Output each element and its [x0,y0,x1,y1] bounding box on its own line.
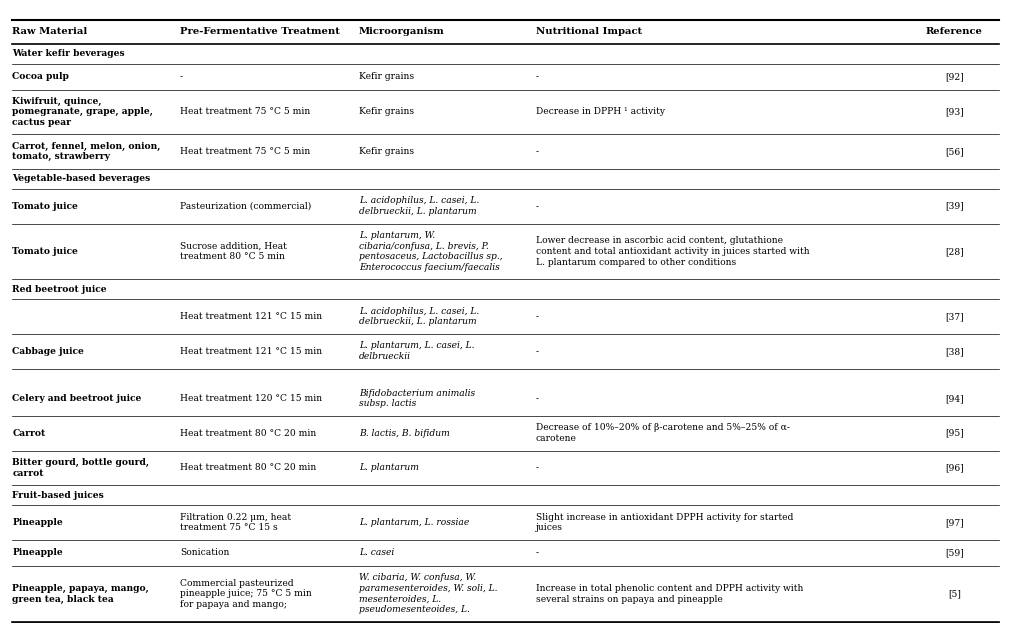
Text: -: - [536,394,539,403]
Text: Celery and beetroot juice: Celery and beetroot juice [12,394,142,403]
Text: Nutritional Impact: Nutritional Impact [536,28,642,36]
Text: Heat treatment 120 °C 15 min: Heat treatment 120 °C 15 min [180,394,323,403]
Text: Kefir grains: Kefir grains [359,147,415,156]
Text: Increase in total phenolic content and DPPH activity with
several strains on pap: Increase in total phenolic content and D… [536,584,803,604]
Text: Bitter gourd, bottle gourd,
carrot: Bitter gourd, bottle gourd, carrot [12,458,150,478]
Text: -: - [536,548,539,558]
Text: [95]: [95] [945,429,963,438]
Text: [94]: [94] [945,394,963,403]
Text: [38]: [38] [945,347,963,356]
Text: -: - [536,202,539,210]
Text: Microorganism: Microorganism [359,28,445,36]
Text: Heat treatment 121 °C 15 min: Heat treatment 121 °C 15 min [180,312,323,321]
Text: -: - [536,72,539,81]
Text: Kiwifruit, quince,
pomegranate, grape, apple,
cactus pear: Kiwifruit, quince, pomegranate, grape, a… [12,97,153,127]
Text: [37]: [37] [945,312,963,321]
Text: Fruit-based juices: Fruit-based juices [12,490,104,500]
Text: W. cibaria, W. confusa, W.
paramesenteroides, W. soli, L.
mesenteroides, L.
pseu: W. cibaria, W. confusa, W. paramesentero… [359,573,497,614]
Text: Slight increase in antioxidant DPPH activity for started
juices: Slight increase in antioxidant DPPH acti… [536,512,794,533]
Text: [59]: [59] [945,548,963,558]
Text: [28]: [28] [945,247,963,256]
Text: L. plantarum: L. plantarum [359,463,419,472]
Text: Carrot, fennel, melon, onion,
tomato, strawberry: Carrot, fennel, melon, onion, tomato, st… [12,142,161,161]
Text: L. acidophilus, L. casei, L.
delbrueckii, L. plantarum: L. acidophilus, L. casei, L. delbrueckii… [359,306,479,327]
Text: L. plantarum, W.
cibaria/confusa, L. brevis, P.
pentosaceus, Lactobacillus sp.,
: L. plantarum, W. cibaria/confusa, L. bre… [359,231,502,272]
Text: Lower decrease in ascorbic acid content, glutathione
content and total antioxida: Lower decrease in ascorbic acid content,… [536,236,810,267]
Text: Carrot: Carrot [12,429,45,438]
Text: Tomato juice: Tomato juice [12,247,78,256]
Text: Pineapple: Pineapple [12,518,63,527]
Text: Heat treatment 121 °C 15 min: Heat treatment 121 °C 15 min [180,347,323,356]
Text: Sonication: Sonication [180,548,229,558]
Text: Red beetroot juice: Red beetroot juice [12,284,107,294]
Text: L. plantarum, L. casei, L.
delbrueckii: L. plantarum, L. casei, L. delbrueckii [359,342,474,361]
Text: Pre-Fermentative Treatment: Pre-Fermentative Treatment [180,28,340,36]
Text: Kefir grains: Kefir grains [359,107,415,116]
Text: Decrease of 10%–20% of β-carotene and 5%–25% of α-
carotene: Decrease of 10%–20% of β-carotene and 5%… [536,423,790,443]
Text: Heat treatment 75 °C 5 min: Heat treatment 75 °C 5 min [180,147,310,156]
Text: Pineapple: Pineapple [12,548,63,558]
Text: Pasteurization (commercial): Pasteurization (commercial) [180,202,311,210]
Text: Reference: Reference [926,28,983,36]
Text: -: - [536,312,539,321]
Text: [39]: [39] [945,202,963,210]
Text: -: - [536,347,539,356]
Text: Raw Material: Raw Material [12,28,87,36]
Text: L. plantarum, L. rossiae: L. plantarum, L. rossiae [359,518,469,527]
Text: -: - [536,463,539,472]
Text: B. lactis, B. bifidum: B. lactis, B. bifidum [359,429,450,438]
Text: -: - [536,147,539,156]
Text: Pineapple, papaya, mango,
green tea, black tea: Pineapple, papaya, mango, green tea, bla… [12,584,149,604]
Text: Decrease in DPPH ¹ activity: Decrease in DPPH ¹ activity [536,107,665,116]
Text: [92]: [92] [945,72,963,81]
Text: L. casei: L. casei [359,548,394,558]
Text: Commercial pasteurized
pineapple juice; 75 °C 5 min
for papaya and mango;: Commercial pasteurized pineapple juice; … [180,578,311,609]
Text: [96]: [96] [945,463,963,472]
Text: Cabbage juice: Cabbage juice [12,347,84,356]
Text: -: - [180,72,183,81]
Text: Sucrose addition, Heat
treatment 80 °C 5 min: Sucrose addition, Heat treatment 80 °C 5… [180,242,287,261]
Text: Tomato juice: Tomato juice [12,202,78,210]
Text: [93]: [93] [945,107,963,116]
Text: [5]: [5] [948,589,960,598]
Text: L. acidophilus, L. casei, L.
delbrueckii, L. plantarum: L. acidophilus, L. casei, L. delbrueckii… [359,197,479,216]
Text: Cocoa pulp: Cocoa pulp [12,72,69,81]
Text: Filtration 0.22 μm, heat
treatment 75 °C 15 s: Filtration 0.22 μm, heat treatment 75 °C… [180,512,291,533]
Text: [56]: [56] [945,147,963,156]
Text: Kefir grains: Kefir grains [359,72,415,81]
Text: [97]: [97] [945,518,963,527]
Text: Bifidobacterium animalis
subsp. lactis: Bifidobacterium animalis subsp. lactis [359,389,475,408]
Text: Heat treatment 80 °C 20 min: Heat treatment 80 °C 20 min [180,429,316,438]
Text: Heat treatment 75 °C 5 min: Heat treatment 75 °C 5 min [180,107,310,116]
Text: Water kefir beverages: Water kefir beverages [12,49,124,58]
Text: Vegetable-based beverages: Vegetable-based beverages [12,175,151,183]
Text: Heat treatment 80 °C 20 min: Heat treatment 80 °C 20 min [180,463,316,472]
